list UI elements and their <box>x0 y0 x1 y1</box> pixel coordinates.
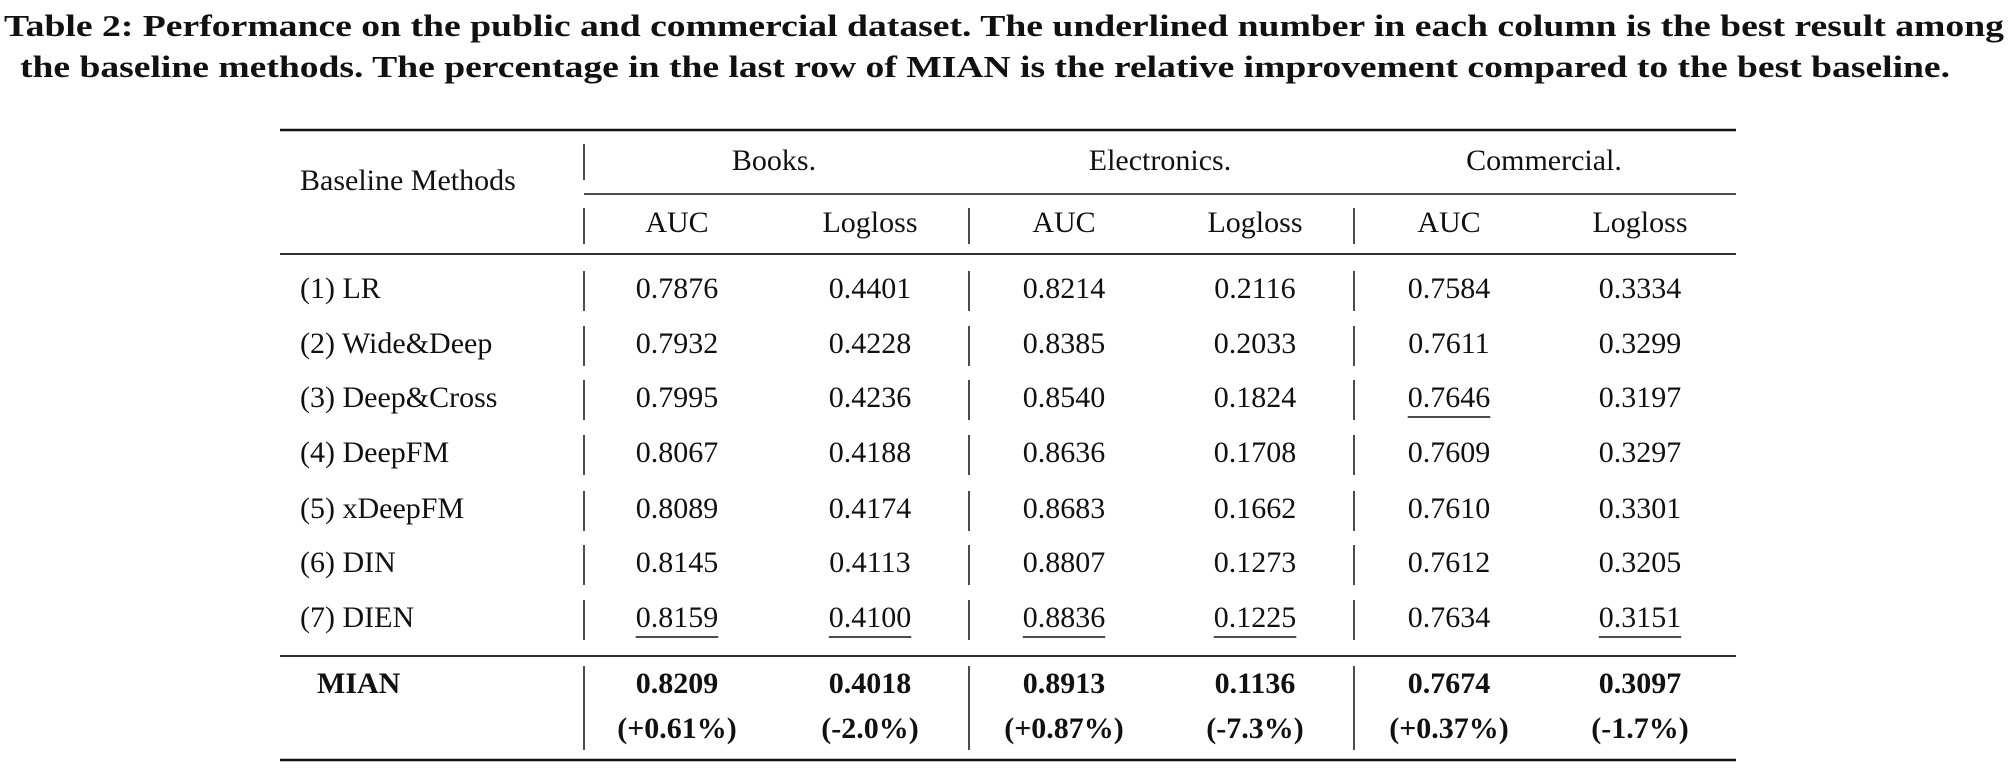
cell: 0.4228 <box>829 327 912 360</box>
cell: 0.1225 <box>1214 601 1297 634</box>
row-label: (2) Wide&Deep <box>300 327 492 360</box>
cell: 0.8214 <box>1023 272 1106 305</box>
cell: (+0.61%) <box>617 712 737 745</box>
column-header: AUC <box>645 206 708 239</box>
cell: (+0.37%) <box>1389 712 1509 745</box>
cell: 0.3301 <box>1599 492 1682 525</box>
cell: 0.4401 <box>829 272 912 305</box>
corner-header: Baseline Methods <box>300 164 516 197</box>
cell: 0.7612 <box>1408 546 1491 579</box>
caption: the baseline methods. The percentage in … <box>20 49 1950 84</box>
column-header: Logloss <box>1207 206 1302 239</box>
cell: 0.1824 <box>1214 381 1297 414</box>
cell: 0.4100 <box>829 601 912 634</box>
cell: 0.4188 <box>829 436 912 469</box>
cell: 0.4113 <box>829 546 910 579</box>
cell: 0.3297 <box>1599 436 1682 469</box>
cell: 0.8636 <box>1023 436 1106 469</box>
row-label: MIAN <box>317 667 401 700</box>
cell: 0.3334 <box>1599 272 1682 305</box>
cell: (-2.0%) <box>821 712 918 745</box>
row-label: (7) DIEN <box>300 601 414 634</box>
caption: Table 2: Performance on the public and c… <box>4 8 2005 43</box>
cell: 0.8067 <box>636 436 719 469</box>
cell: 0.8683 <box>1023 492 1106 525</box>
column-header: Logloss <box>822 206 917 239</box>
cell: 0.2116 <box>1214 272 1295 305</box>
group-header: Electronics. <box>1089 144 1231 177</box>
cell: 0.3299 <box>1599 327 1682 360</box>
cell: 0.8540 <box>1023 381 1106 414</box>
cell: 0.8836 <box>1023 601 1106 634</box>
column-header: AUC <box>1417 206 1480 239</box>
cell: 0.7584 <box>1408 272 1491 305</box>
cell: (+0.87%) <box>1004 712 1124 745</box>
cell: 0.8159 <box>636 601 719 634</box>
cell: 0.8209 <box>636 667 719 700</box>
cell: (-7.3%) <box>1206 712 1303 745</box>
column-header: Logloss <box>1592 206 1687 239</box>
cell: 0.1708 <box>1214 436 1297 469</box>
cell: 0.3097 <box>1599 667 1682 700</box>
cell: 0.3197 <box>1599 381 1682 414</box>
cell: 0.7646 <box>1408 381 1491 414</box>
row-label: (6) DIN <box>300 546 396 579</box>
cell: 0.1273 <box>1214 546 1297 579</box>
column-header: AUC <box>1032 206 1095 239</box>
cell: 0.7611 <box>1408 327 1489 360</box>
row-label: (3) Deep&Cross <box>300 381 497 414</box>
cell: 0.7609 <box>1408 436 1491 469</box>
cell: 0.7674 <box>1408 667 1491 700</box>
cell: 0.4174 <box>829 492 912 525</box>
cell: 0.7634 <box>1408 601 1491 634</box>
cell: 0.1662 <box>1214 492 1297 525</box>
row-label: (4) DeepFM <box>300 436 449 469</box>
cell: 0.7610 <box>1408 492 1491 525</box>
row-label: (5) xDeepFM <box>300 492 464 525</box>
group-header: Books. <box>732 144 816 177</box>
cell: 0.3151 <box>1599 601 1682 634</box>
cell: 0.2033 <box>1214 327 1297 360</box>
cell: 0.7876 <box>636 272 719 305</box>
cell: 0.7995 <box>636 381 719 414</box>
cell: (-1.7%) <box>1591 712 1688 745</box>
cell: 0.8145 <box>636 546 719 579</box>
cell: 0.7932 <box>636 327 719 360</box>
cell: 0.8807 <box>1023 546 1106 579</box>
group-header: Commercial. <box>1466 144 1622 177</box>
cell: 0.3205 <box>1599 546 1682 579</box>
cell: 0.8089 <box>636 492 719 525</box>
cell: 0.4236 <box>829 381 912 414</box>
cell: 0.4018 <box>829 667 912 700</box>
cell: 0.1136 <box>1215 667 1296 700</box>
cell: 0.8385 <box>1023 327 1106 360</box>
cell: 0.8913 <box>1023 667 1106 700</box>
row-label: (1) LR <box>300 272 381 305</box>
